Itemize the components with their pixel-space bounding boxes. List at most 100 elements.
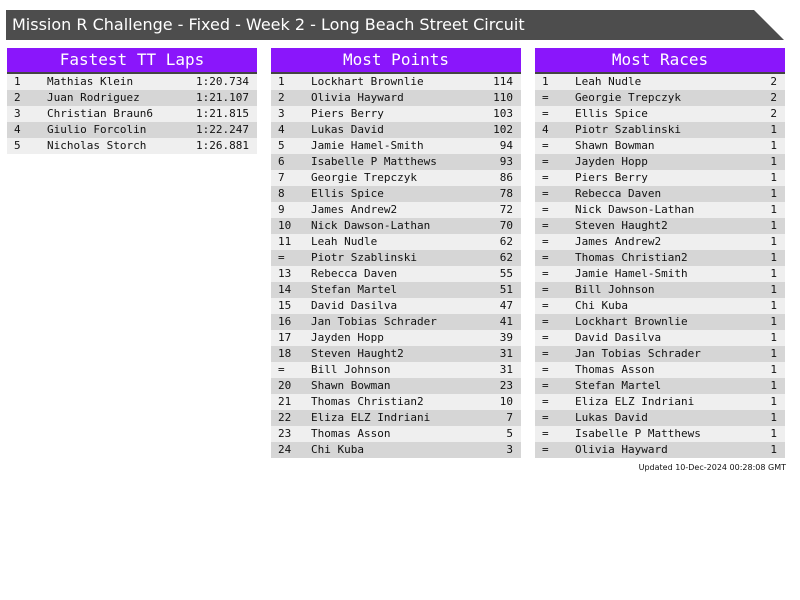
rank: 3 bbox=[278, 107, 285, 120]
table-row: = Olivia Hayward 1 bbox=[535, 442, 785, 458]
table-row: = Chi Kuba 1 bbox=[535, 298, 785, 314]
driver-name: Stefan Martel bbox=[311, 283, 398, 296]
table-row: = Piotr Szablinski 62 bbox=[271, 250, 521, 266]
table-row: = Jayden Hopp 1 bbox=[535, 154, 785, 170]
table-row: 22 Eliza ELZ Indriani 7 bbox=[271, 410, 521, 426]
value: 1 bbox=[770, 219, 777, 232]
rank: = bbox=[542, 443, 549, 456]
table-row: 7 Georgie Trepczyk 86 bbox=[271, 170, 521, 186]
table-row: = Lukas David 1 bbox=[535, 410, 785, 426]
table-row: 3 Piers Berry 103 bbox=[271, 106, 521, 122]
driver-name: David Dasilva bbox=[311, 299, 398, 312]
driver-name: Lukas David bbox=[575, 411, 648, 424]
driver-name: Rebecca Daven bbox=[575, 187, 662, 200]
value: 1 bbox=[770, 203, 777, 216]
value: 1 bbox=[770, 443, 777, 456]
rank: 1 bbox=[14, 75, 21, 88]
title-bar: Mission R Challenge - Fixed - Week 2 - L… bbox=[6, 10, 784, 40]
driver-name: Piers Berry bbox=[575, 171, 648, 184]
rank: = bbox=[542, 107, 549, 120]
rank: = bbox=[542, 331, 549, 344]
driver-name: Nick Dawson-Lathan bbox=[575, 203, 695, 216]
table-row: = Nick Dawson-Lathan 1 bbox=[535, 202, 785, 218]
value: 10 bbox=[499, 395, 513, 408]
rank: = bbox=[542, 411, 549, 424]
value: 1 bbox=[770, 139, 777, 152]
value: 39 bbox=[499, 331, 513, 344]
driver-name: James Andrew2 bbox=[311, 203, 398, 216]
rank: 17 bbox=[278, 331, 292, 344]
driver-name: Christian Braun6 bbox=[47, 107, 153, 120]
driver-name: Bill Johnson bbox=[575, 283, 655, 296]
table-header: Most Races bbox=[535, 48, 785, 74]
rank: 24 bbox=[278, 443, 292, 456]
most-races-table: Most Races 1 Leah Nudle 2 = Georgie Trepczyk 2… bbox=[535, 48, 785, 458]
table-row: = Steven Haught2 1 bbox=[535, 218, 785, 234]
table-header: Fastest TT Laps bbox=[7, 48, 257, 74]
rank: = bbox=[542, 299, 549, 312]
page-title: Mission R Challenge - Fixed - Week 2 - L… bbox=[12, 15, 525, 34]
table-row: 2 Olivia Hayward 110 bbox=[271, 90, 521, 106]
rank: = bbox=[542, 283, 549, 296]
driver-name: Olivia Hayward bbox=[575, 443, 668, 456]
value: 72 bbox=[499, 203, 513, 216]
value: 3 bbox=[506, 443, 513, 456]
value: 47 bbox=[499, 299, 513, 312]
value: 1 bbox=[770, 299, 777, 312]
table-row: = James Andrew2 1 bbox=[535, 234, 785, 250]
driver-name: Bill Johnson bbox=[311, 363, 391, 376]
table-row: = Stefan Martel 1 bbox=[535, 378, 785, 394]
value: 1 bbox=[770, 331, 777, 344]
rank: 21 bbox=[278, 395, 292, 408]
driver-name: Thomas Asson bbox=[575, 363, 655, 376]
value: 1:26.881 bbox=[196, 139, 249, 152]
value: 1:22.247 bbox=[196, 123, 249, 136]
driver-name: Thomas Christian2 bbox=[311, 395, 424, 408]
driver-name: Nick Dawson-Lathan bbox=[311, 219, 431, 232]
table-row: = Shawn Bowman 1 bbox=[535, 138, 785, 154]
rank: = bbox=[542, 139, 549, 152]
value: 1 bbox=[770, 411, 777, 424]
table-row: 18 Steven Haught2 31 bbox=[271, 346, 521, 362]
rank: 4 bbox=[542, 123, 549, 136]
table-row: = Jan Tobias Schrader 1 bbox=[535, 346, 785, 362]
value: 1 bbox=[770, 395, 777, 408]
table-row: 2 Juan Rodriguez 1:21.107 bbox=[7, 90, 257, 106]
driver-name: Steven Haught2 bbox=[311, 347, 404, 360]
rank: = bbox=[542, 155, 549, 168]
value: 31 bbox=[499, 347, 513, 360]
driver-name: Thomas Christian2 bbox=[575, 251, 688, 264]
driver-name: Georgie Trepczyk bbox=[311, 171, 417, 184]
driver-name: Isabelle P Matthews bbox=[311, 155, 437, 168]
driver-name: Lukas David bbox=[311, 123, 384, 136]
value: 2 bbox=[770, 75, 777, 88]
value: 102 bbox=[493, 123, 513, 136]
table-row: 14 Stefan Martel 51 bbox=[271, 282, 521, 298]
rank: = bbox=[542, 363, 549, 376]
rank: 10 bbox=[278, 219, 292, 232]
table-row: 6 Isabelle P Matthews 93 bbox=[271, 154, 521, 170]
value: 1 bbox=[770, 187, 777, 200]
driver-name: Mathias Klein bbox=[47, 75, 134, 88]
driver-name: Shawn Bowman bbox=[311, 379, 391, 392]
value: 2 bbox=[770, 91, 777, 104]
table-row: 24 Chi Kuba 3 bbox=[271, 442, 521, 458]
rank: 9 bbox=[278, 203, 285, 216]
rank: = bbox=[542, 315, 549, 328]
value: 103 bbox=[493, 107, 513, 120]
table-header: Most Points bbox=[271, 48, 521, 74]
driver-name: Georgie Trepczyk bbox=[575, 91, 681, 104]
value: 1 bbox=[770, 235, 777, 248]
updated-timestamp: Updated 10-Dec-2024 00:28:08 GMT bbox=[638, 463, 786, 472]
value: 1 bbox=[770, 363, 777, 376]
rank: = bbox=[542, 379, 549, 392]
driver-name: Jamie Hamel-Smith bbox=[575, 267, 688, 280]
table-row: = Georgie Trepczyk 2 bbox=[535, 90, 785, 106]
value: 1 bbox=[770, 379, 777, 392]
rank: 4 bbox=[14, 123, 21, 136]
value: 1:21.815 bbox=[196, 107, 249, 120]
value: 1 bbox=[770, 267, 777, 280]
value: 55 bbox=[499, 267, 513, 280]
rank: 2 bbox=[278, 91, 285, 104]
table-row: 17 Jayden Hopp 39 bbox=[271, 330, 521, 346]
